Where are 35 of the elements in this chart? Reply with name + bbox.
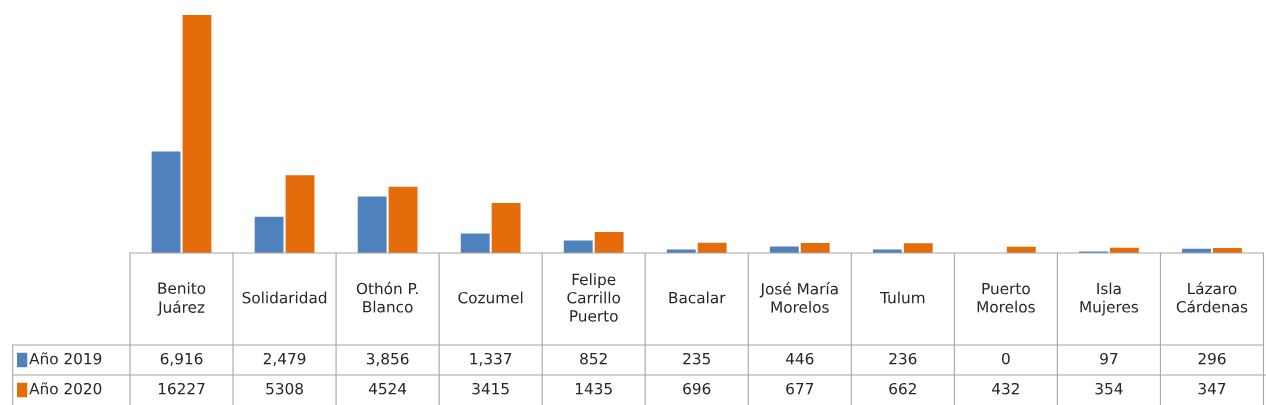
data-label: 446	[785, 352, 814, 365]
data-label: 236	[889, 352, 917, 365]
data-label: 4524	[368, 382, 407, 395]
x-tick-label: Tulum	[880, 291, 925, 304]
x-tick-label: Cozumel	[458, 291, 523, 304]
data-label: 432	[992, 382, 1019, 395]
data-label: 296	[1198, 352, 1226, 365]
data-label: 97	[1100, 352, 1118, 365]
x-tick-label: Solidaridad	[242, 291, 327, 304]
legend-label: Año 2019	[29, 352, 102, 365]
x-tick-label: Benito Juárez	[157, 282, 206, 316]
x-tick-label: Othón P. Blanco	[356, 281, 418, 313]
data-label: 1435	[575, 382, 612, 395]
x-tick-label: Puerto Morelos	[977, 282, 1035, 313]
data-label: 852	[580, 352, 607, 365]
x-tick-label: Felipe Carrillo Puerto	[567, 273, 621, 322]
data-label: 6,916	[160, 352, 203, 366]
data-label: 677	[786, 382, 814, 395]
x-tick-label: Isla Mujeres	[1080, 282, 1139, 316]
data-label: 354	[1095, 382, 1123, 395]
data-label: 3415	[472, 382, 509, 395]
data-label: 2,479	[263, 352, 306, 366]
data-label: 235	[683, 352, 710, 365]
legend-label: Año 2020	[29, 382, 102, 395]
x-tick-label: Lázaro Cárdenas	[1176, 281, 1248, 313]
x-tick-label: José María Morelos	[759, 282, 838, 313]
data-label: 347	[1198, 382, 1226, 395]
data-label: 662	[889, 382, 916, 395]
data-label: 5308	[266, 382, 303, 395]
data-label: 696	[683, 382, 711, 395]
data-label: 16227	[158, 382, 205, 395]
data-label: 1,337	[470, 352, 512, 366]
data-label: 3,856	[366, 352, 409, 366]
x-tick-label: Bacalar	[669, 291, 726, 304]
data-label: 0	[1002, 352, 1010, 365]
